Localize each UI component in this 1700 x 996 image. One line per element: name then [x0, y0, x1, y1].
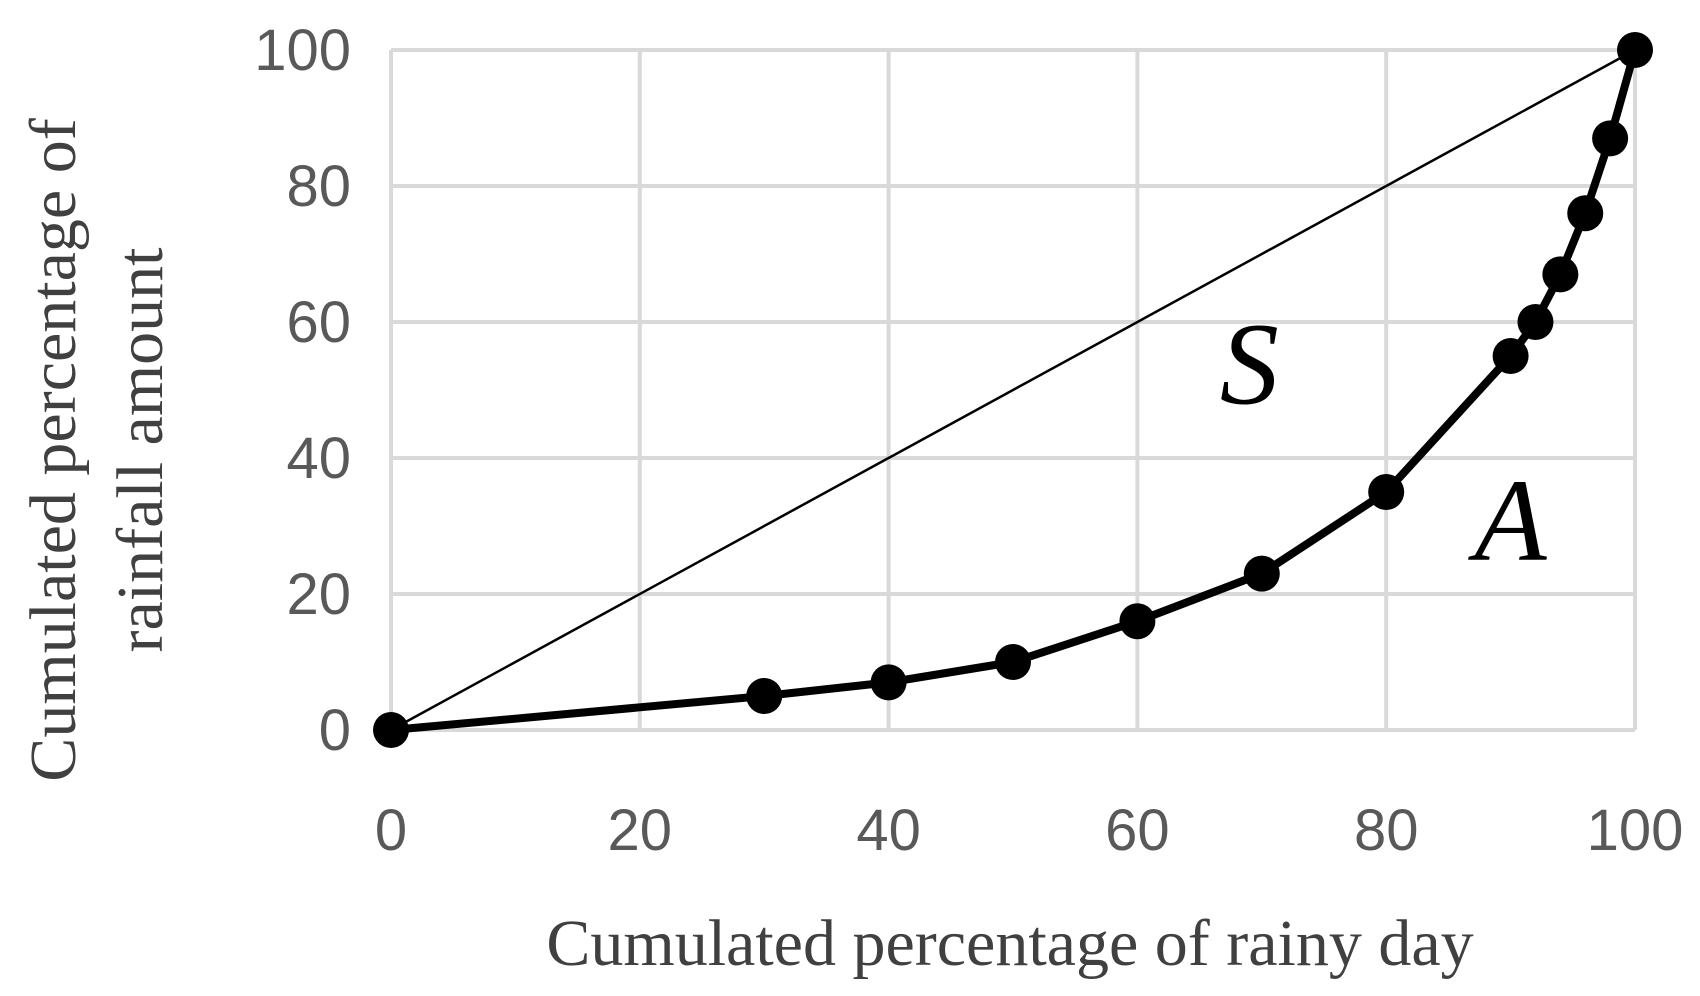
data-point-marker — [1243, 555, 1280, 592]
x-tick-label: 0 — [375, 798, 407, 863]
plot-series — [373, 32, 1653, 748]
data-point-marker — [1617, 32, 1653, 68]
data-point-marker — [1119, 603, 1156, 640]
y-tick-label: 100 — [254, 18, 351, 83]
y-axis-ticks: 0 20 40 60 80 100 — [254, 18, 351, 763]
y-tick-label: 40 — [286, 426, 351, 491]
y-tick-label: 60 — [286, 290, 351, 355]
x-tick-label: 80 — [1354, 798, 1419, 863]
x-tick-label: 60 — [1105, 798, 1170, 863]
y-axis-title-line-2: rainfall amount — [104, 247, 177, 652]
x-tick-label: 20 — [608, 798, 673, 863]
equality-line — [390, 48, 1636, 732]
data-point-marker — [995, 644, 1031, 680]
y-axis-title: Cumulated percentage of rainfall amount — [17, 118, 177, 781]
x-tick-label: 100 — [1587, 798, 1684, 863]
y-tick-label: 20 — [286, 562, 351, 627]
region-label-s: S — [1220, 299, 1279, 430]
y-tick-label: 80 — [286, 154, 351, 219]
annotations: SA — [1220, 299, 1548, 586]
region-label-a: A — [1468, 455, 1548, 586]
data-point-marker — [1567, 195, 1604, 232]
data-point-marker — [1592, 120, 1629, 157]
data-point-marker — [1542, 256, 1579, 293]
y-axis-title-line-1: Cumulated percentage of — [17, 118, 90, 781]
data-point-marker — [1368, 474, 1405, 510]
data-point-marker — [373, 712, 409, 748]
x-axis-title: Cumulated percentage of rainy day — [546, 907, 1473, 980]
x-tick-label: 40 — [856, 798, 921, 863]
x-axis-ticks: 0 20 40 60 80 100 — [375, 798, 1684, 863]
data-point-marker — [1492, 338, 1529, 374]
data-point-marker — [870, 664, 907, 701]
y-tick-label: 0 — [319, 698, 351, 763]
data-point-marker — [1517, 304, 1554, 340]
data-point-marker — [746, 678, 783, 714]
